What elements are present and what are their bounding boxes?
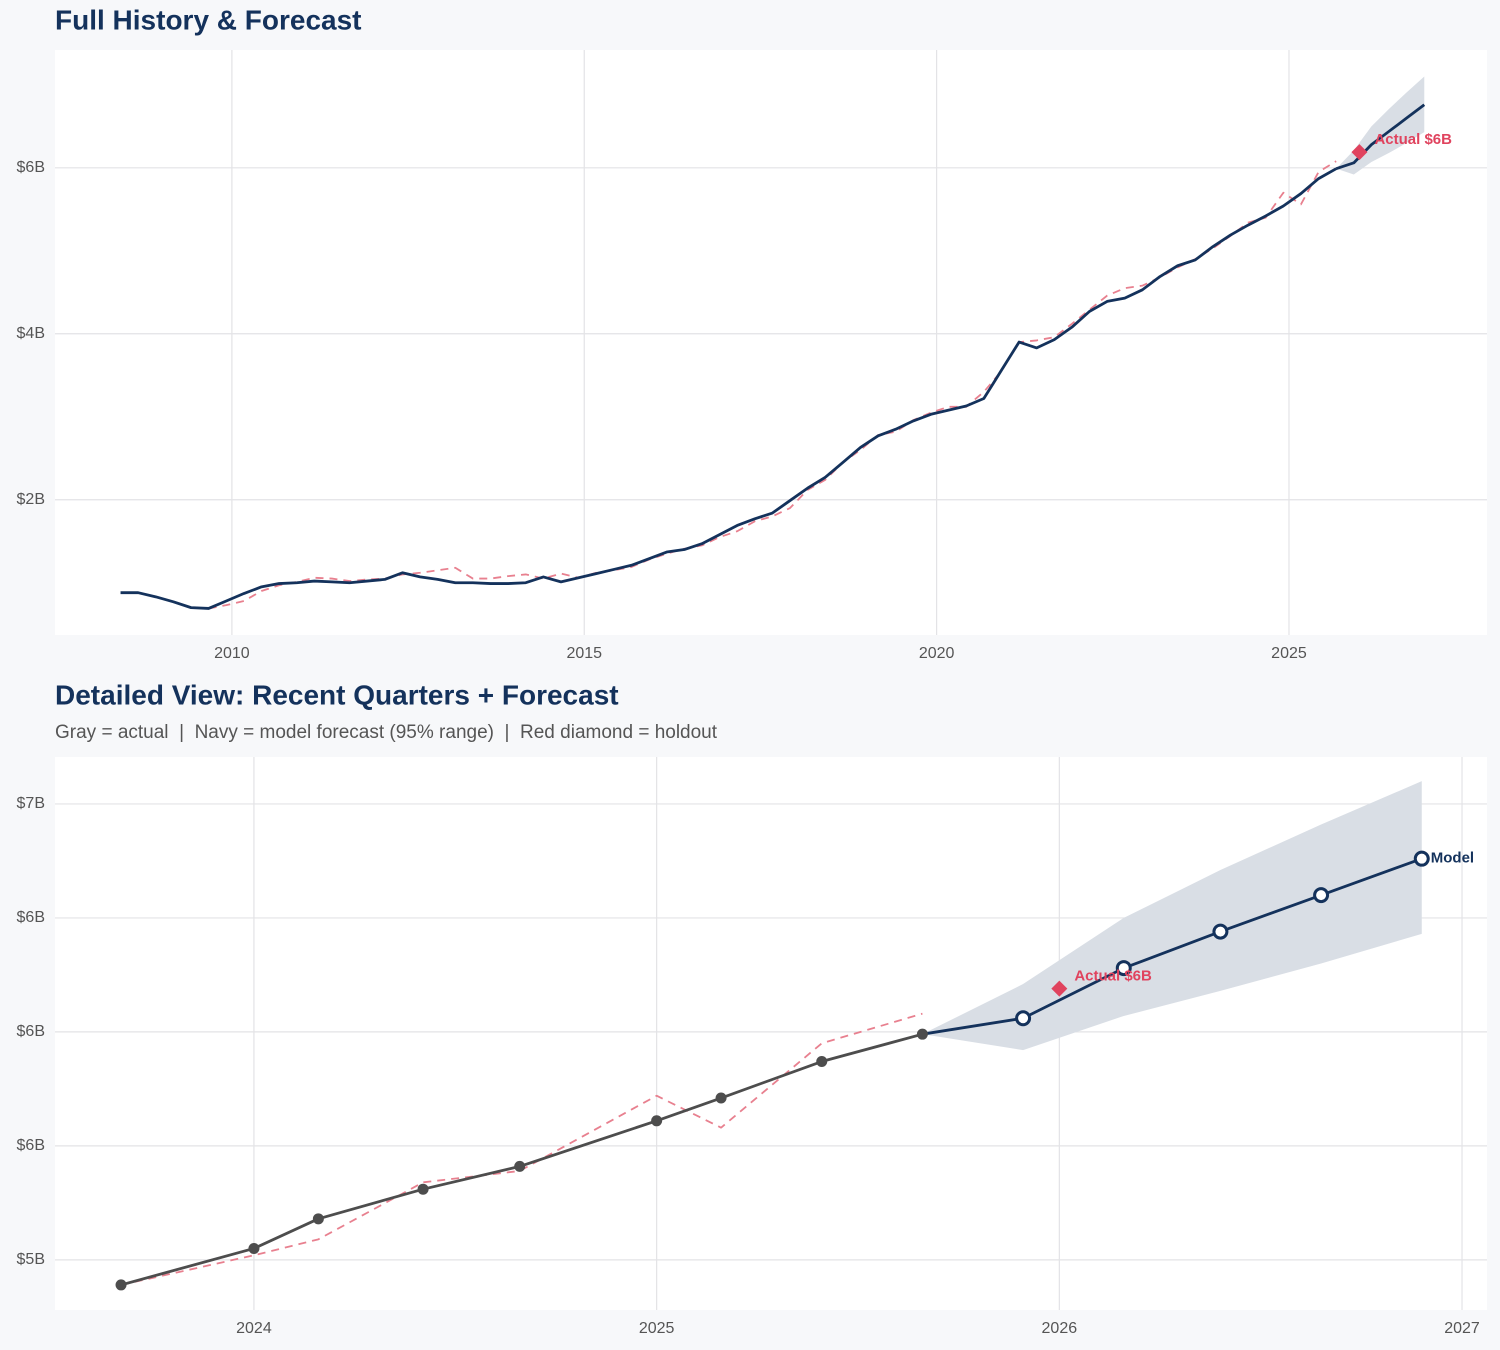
point-marker (1413, 850, 1430, 867)
x-tick-label: 2026 (1042, 1320, 1078, 1337)
chart-subtitle: Gray = actual | Navy = model forecast (9… (55, 722, 718, 743)
x-tick-label: 2015 (566, 645, 602, 662)
x-tick-label: 2027 (1444, 1320, 1480, 1337)
point-marker (651, 1115, 663, 1127)
plot-area (55, 757, 1487, 1310)
point-marker (248, 1242, 260, 1254)
series-label: Model (1431, 850, 1474, 867)
point-marker (816, 1056, 828, 1068)
y-tick-label: $5B (17, 1251, 45, 1268)
fitted-line (120, 1012, 923, 1286)
series-line (1335, 103, 1426, 170)
point-marker (312, 1213, 324, 1225)
point-marker (1015, 1010, 1032, 1027)
x-tick-label: 2010 (214, 645, 250, 662)
series-line (120, 167, 1337, 610)
point-marker (1212, 923, 1229, 940)
x-tick-label: 2024 (236, 1320, 272, 1337)
point-marker (1313, 887, 1330, 904)
holdout-marker (1351, 144, 1368, 161)
y-tick-label: $6B (17, 1023, 45, 1040)
point-marker (916, 1028, 928, 1040)
point-marker (115, 1279, 127, 1291)
holdout-marker (1051, 980, 1068, 997)
x-tick-label: 2025 (639, 1320, 675, 1337)
y-tick-label: $6B (17, 1137, 45, 1154)
y-tick-label: $2B (17, 491, 45, 508)
chart-title: Full History & Forecast (55, 4, 362, 35)
point-marker (417, 1183, 429, 1195)
forecast-band (922, 781, 1422, 1051)
y-tick-label: $6B (17, 159, 45, 176)
y-tick-label: $4B (17, 325, 45, 342)
point-marker (514, 1160, 526, 1172)
x-tick-label: 2025 (1271, 645, 1307, 662)
y-tick-label: $7B (17, 795, 45, 812)
plot-area (55, 50, 1487, 635)
y-tick-label: $6B (17, 909, 45, 926)
holdout-label: Actual $6B (1374, 131, 1452, 148)
point-marker (1115, 960, 1132, 977)
chart-title: Detailed View: Recent Quarters + Forecas… (55, 679, 619, 710)
holdout-label: Actual $6B (1074, 968, 1152, 985)
series-line (922, 857, 1423, 1036)
point-marker (715, 1092, 727, 1104)
x-tick-label: 2020 (919, 645, 955, 662)
